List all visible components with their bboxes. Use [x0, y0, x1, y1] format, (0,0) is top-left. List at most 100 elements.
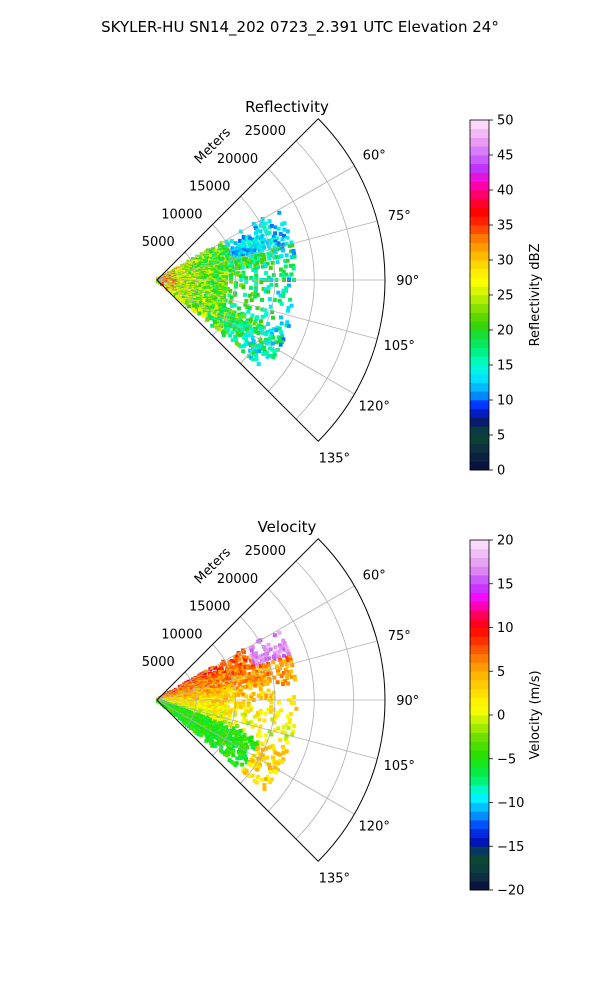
- radar-cell: [271, 707, 276, 712]
- colorbar-band: [470, 688, 489, 698]
- radar-cell: [251, 344, 255, 349]
- radar-cell: [279, 315, 283, 320]
- radar-cell: [259, 324, 264, 329]
- radar-cell: [216, 308, 221, 313]
- radar-cell: [224, 330, 229, 335]
- radar-cell: [251, 267, 256, 272]
- azimuth-grid-line: [156, 699, 378, 760]
- radar-cell: [227, 713, 232, 718]
- radar-cell: [233, 704, 238, 709]
- radar-cell: [260, 258, 264, 262]
- radar-cell: [262, 675, 266, 680]
- radar-cell: [218, 726, 223, 731]
- radar-cell: [287, 275, 291, 280]
- radar-cell: [277, 649, 282, 654]
- radar-cell: [290, 243, 295, 248]
- radar-cell: [232, 659, 237, 664]
- radar-cell: [211, 259, 216, 264]
- radar-cell: [163, 705, 168, 710]
- radar-cell: [238, 265, 243, 270]
- radar-cell: [216, 722, 221, 727]
- radar-cell: [265, 239, 270, 244]
- radar-cell: [197, 311, 202, 316]
- radar-cell: [289, 669, 293, 674]
- radar-cell: [246, 703, 251, 708]
- radar-cell: [231, 753, 236, 758]
- radar-cell: [232, 327, 237, 332]
- radar-cell: [242, 236, 247, 241]
- radar-cell: [231, 676, 236, 681]
- radar-cell: [274, 653, 278, 658]
- radar-cell: [218, 283, 223, 288]
- radar-cell: [284, 241, 289, 246]
- radar-cell: [259, 691, 264, 696]
- radar-cell: [250, 645, 255, 650]
- radar-cell: [239, 676, 243, 681]
- radar-cell: [220, 307, 225, 312]
- radar-cell: [281, 270, 286, 274]
- radar-cell: [240, 672, 245, 677]
- colorbar-band: [470, 435, 489, 445]
- radar-cell: [281, 744, 286, 749]
- radar-cell: [251, 246, 256, 251]
- radar-cell: [272, 675, 277, 680]
- radar-cell: [213, 744, 218, 749]
- colorbar-band: [470, 330, 489, 340]
- radar-cell: [211, 270, 216, 275]
- radar-cell: [209, 740, 214, 745]
- radar-cell: [271, 234, 276, 239]
- radar-cell: [286, 714, 290, 719]
- radar-cell: [230, 262, 234, 267]
- radar-cell: [209, 695, 213, 700]
- radar-cell: [268, 340, 273, 345]
- radar-cell: [211, 275, 216, 280]
- radar-cell: [271, 755, 275, 760]
- radar-cell: [257, 247, 262, 252]
- radar-cell: [282, 242, 287, 247]
- radar-cell: [279, 272, 284, 277]
- radar-cell: [271, 315, 275, 320]
- radar-cell: [241, 247, 246, 252]
- radar-cell: [225, 307, 230, 312]
- radar-cell: [230, 750, 235, 755]
- radar-cell: [287, 243, 292, 248]
- radar-cell: [289, 272, 294, 277]
- radar-cell: [212, 264, 217, 269]
- radar-cell: [247, 326, 252, 331]
- radar-cell: [213, 665, 218, 670]
- radar-cell: [260, 682, 265, 687]
- radar-cell: [281, 293, 285, 298]
- radar-cell: [271, 695, 276, 700]
- radar-cell: [218, 320, 223, 325]
- colorbar-band: [470, 653, 489, 663]
- azimuth-grid-line: [156, 640, 378, 701]
- radar-cell: [200, 706, 205, 711]
- radar-cell: [244, 279, 249, 284]
- radar-cell: [254, 317, 259, 322]
- radar-cell: [265, 261, 270, 266]
- colorbar-band: [470, 750, 489, 760]
- range-tick-label: 5000: [142, 235, 175, 250]
- radar-cell: [247, 248, 251, 253]
- radar-cell: [226, 689, 231, 693]
- radar-cell: [216, 691, 221, 696]
- radar-cell: [263, 289, 268, 294]
- radar-cell: [201, 293, 206, 298]
- radar-cell: [254, 658, 259, 663]
- colorbar-band: [470, 172, 489, 182]
- radar-cell: [262, 245, 267, 250]
- radar-cell: [250, 357, 255, 362]
- radar-cell: [290, 675, 295, 680]
- radar-cell: [233, 266, 238, 271]
- colorbar-band: [470, 216, 489, 226]
- radar-cell: [231, 699, 236, 704]
- radar-cell: [258, 326, 263, 331]
- radar-cell: [263, 221, 268, 226]
- radar-cell: [229, 304, 234, 308]
- colorbar-band: [470, 548, 489, 558]
- radar-cell: [254, 676, 259, 681]
- radar-cell: [258, 763, 262, 768]
- radar-cell: [256, 751, 261, 755]
- radar-cell: [258, 752, 263, 757]
- radar-cell: [226, 287, 231, 291]
